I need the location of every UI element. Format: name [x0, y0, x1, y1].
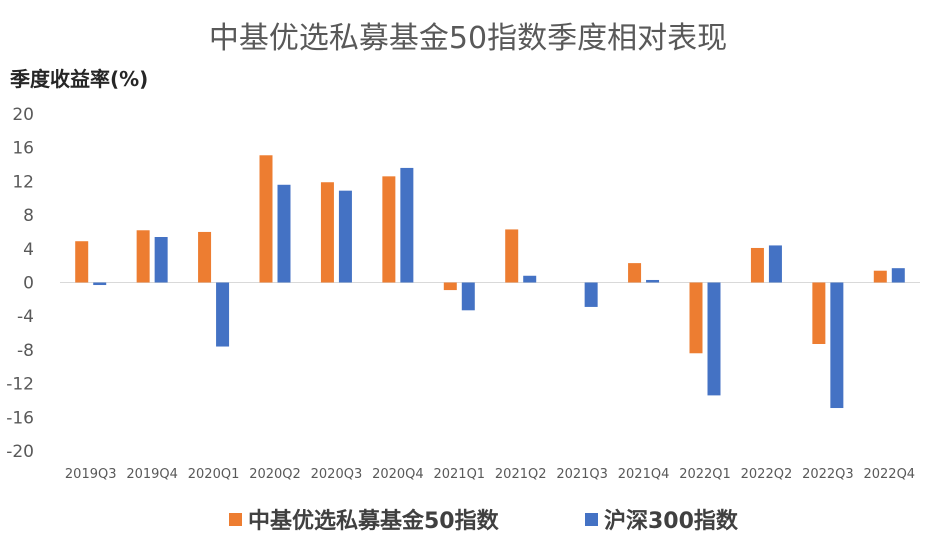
x-category-label: 2019Q4 [126, 467, 178, 482]
y-tick-label: -8 [17, 341, 34, 361]
bar-series-1-2021Q3 [584, 282, 598, 307]
bar-series-1-2021Q4 [646, 279, 660, 283]
bar-series-0-2022Q3 [812, 282, 826, 344]
bar-series-0-2022Q4 [873, 270, 887, 283]
bar-series-0-2022Q1 [689, 282, 703, 354]
legend-label-1: 沪深300指数 [604, 508, 739, 534]
x-category-label: 2022Q2 [741, 467, 793, 482]
bar-series-0-2020Q3 [320, 182, 334, 283]
y-tick-label: -4 [17, 307, 34, 327]
y-tick-label: -16 [6, 408, 34, 428]
y-tick-label: 8 [23, 206, 34, 226]
bar-series-0-2020Q2 [259, 155, 273, 283]
y-axis-ticks: 20 16 12 8 4 0 -4 -8 -12 -16 -20 [6, 105, 34, 462]
bar-series-1-2019Q3 [93, 282, 107, 286]
y-tick-label: 0 [23, 274, 34, 294]
bar-series-0-2020Q1 [198, 231, 212, 283]
x-category-label: 2021Q4 [618, 467, 670, 482]
x-category-label: 2020Q4 [372, 467, 424, 482]
x-category-label: 2021Q1 [433, 467, 485, 482]
y-tick-label: 12 [12, 172, 34, 192]
legend: 中基优选私募基金50指数 沪深300指数 [229, 508, 739, 534]
x-category-label: 2019Q3 [65, 467, 117, 482]
x-category-label: 2021Q3 [556, 467, 608, 482]
x-category-label: 2020Q1 [188, 467, 240, 482]
bar-series-0-2021Q2 [505, 229, 519, 283]
x-category-label: 2020Q3 [311, 467, 363, 482]
x-category-label: 2020Q2 [249, 467, 301, 482]
bar-series-1-2021Q1 [461, 282, 475, 311]
x-category-label: 2021Q2 [495, 467, 547, 482]
legend-swatch-1 [585, 513, 598, 526]
legend-label-0: 中基优选私募基金50指数 [248, 508, 500, 534]
bar-series-1-2022Q3 [830, 282, 844, 409]
y-axis-label: 季度收益率(%) [9, 67, 148, 91]
x-category-label: 2022Q1 [679, 467, 731, 482]
chart-title: 中基优选私募基金50指数季度相对表现 [209, 21, 727, 56]
y-tick-label: 20 [12, 105, 34, 125]
bar-series-1-2020Q3 [338, 190, 352, 283]
bar-series-1-2022Q1 [707, 282, 721, 396]
bar-series-1-2020Q2 [277, 184, 291, 283]
bar-series-0-2021Q1 [443, 282, 457, 291]
bar-series-1-2019Q4 [154, 237, 168, 283]
bar-series-0-2022Q2 [750, 247, 764, 283]
y-tick-label: -20 [6, 442, 34, 462]
x-axis-categories: 2019Q3 2019Q4 2020Q1 2020Q2 2020Q3 2020Q4 2021… [65, 467, 915, 482]
bar-series-0-2021Q4 [628, 263, 642, 283]
bar-series-1-2020Q1 [216, 282, 230, 347]
bar-series-0-2020Q4 [382, 176, 396, 283]
bar-series-0-2019Q3 [75, 241, 89, 283]
bar-series-1-2021Q2 [523, 275, 537, 283]
y-tick-label: 4 [23, 240, 34, 260]
bar-series-1-2022Q2 [768, 245, 782, 283]
bar-series-1-2020Q4 [400, 167, 414, 283]
bar-series-1-2022Q4 [891, 268, 905, 283]
legend-swatch-0 [229, 513, 242, 526]
x-category-label: 2022Q4 [863, 467, 915, 482]
bars-group [75, 155, 905, 409]
bar-series-0-2019Q4 [136, 230, 150, 283]
x-category-label: 2022Q3 [802, 467, 854, 482]
y-tick-label: 16 [12, 139, 34, 159]
y-tick-label: -12 [6, 375, 34, 395]
